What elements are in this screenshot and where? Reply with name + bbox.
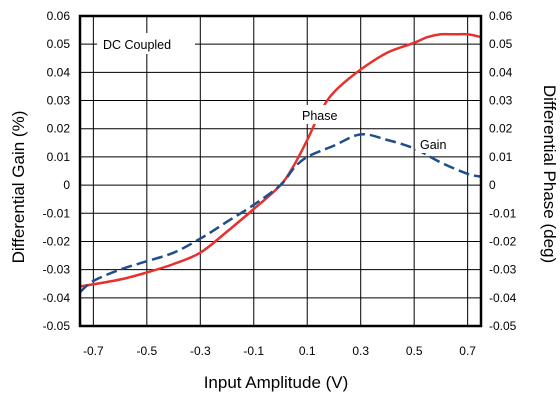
x-tick-label: -0.1 bbox=[243, 344, 264, 358]
right-y-tick-label: 0.04 bbox=[489, 65, 513, 79]
left-y-tick-label: -0.03 bbox=[43, 263, 71, 277]
right-y-tick-label: 0.06 bbox=[489, 9, 513, 23]
right-y-axis-title: Differential Phase (deg) bbox=[540, 85, 559, 263]
x-tick-labels: -0.7 -0.5 -0.3 -0.1 0.1 0.3 0.5 0.7 bbox=[83, 344, 476, 358]
left-y-tick-label: 0 bbox=[63, 178, 70, 192]
left-y-tick-label: 0.01 bbox=[47, 150, 71, 164]
dc-coupled-label: DC Coupled bbox=[103, 38, 171, 52]
right-y-tick-label: 0.05 bbox=[489, 37, 513, 51]
left-y-tick-label: 0.03 bbox=[47, 94, 71, 108]
grid bbox=[80, 15, 481, 327]
right-y-tick-label: 0.01 bbox=[489, 150, 513, 164]
left-y-tick-label: 0.05 bbox=[47, 37, 71, 51]
left-tick-labels: -0.05 -0.04 -0.03 -0.02 -0.01 0 0.01 0.02 0.03 0.… bbox=[43, 9, 71, 333]
right-y-tick-label: 0.03 bbox=[489, 94, 513, 108]
x-tick-label: 0.7 bbox=[459, 344, 476, 358]
x-axis-title: Input Amplitude (V) bbox=[204, 373, 349, 392]
x-tick-label: 0.1 bbox=[299, 344, 316, 358]
dc-coupled-annotation: DC Coupled bbox=[97, 33, 195, 54]
gain-series-label-group: Gain bbox=[416, 134, 456, 153]
left-y-tick-label: 0.02 bbox=[47, 122, 71, 136]
left-y-tick-label: 0.06 bbox=[47, 9, 71, 23]
right-y-tick-label: -0.04 bbox=[489, 291, 517, 305]
left-y-tick-label: -0.02 bbox=[43, 234, 71, 248]
gain-series-label: Gain bbox=[420, 138, 446, 152]
right-y-tick-label: 0.02 bbox=[489, 122, 513, 136]
phase-series-label: Phase bbox=[302, 109, 337, 123]
right-y-tick-label: 0 bbox=[489, 178, 496, 192]
right-y-tick-label: -0.02 bbox=[489, 234, 517, 248]
x-tick-label: -0.3 bbox=[190, 344, 211, 358]
plot-frame bbox=[78, 14, 483, 328]
right-y-tick-label: -0.03 bbox=[489, 263, 517, 277]
left-y-tick-label: -0.01 bbox=[43, 206, 71, 220]
left-y-tick-label: -0.05 bbox=[43, 319, 71, 333]
x-tick-label: 0.5 bbox=[406, 344, 423, 358]
phase-series-label-group: Phase bbox=[298, 105, 346, 124]
x-tick-label: -0.5 bbox=[136, 344, 157, 358]
x-tick-label: 0.3 bbox=[352, 344, 369, 358]
phase-series-line bbox=[79, 32, 482, 288]
x-tick-label: -0.7 bbox=[83, 344, 104, 358]
right-tick-labels: -0.05 -0.04 -0.03 -0.02 -0.01 0 0.01 0.02 0.03 0.… bbox=[489, 9, 517, 333]
right-y-tick-label: -0.05 bbox=[489, 319, 517, 333]
left-y-tick-label: -0.04 bbox=[43, 291, 71, 305]
left-y-axis-title: Differential Gain (%) bbox=[9, 111, 28, 264]
right-y-tick-label: -0.01 bbox=[489, 206, 517, 220]
left-y-tick-label: 0.04 bbox=[47, 65, 71, 79]
